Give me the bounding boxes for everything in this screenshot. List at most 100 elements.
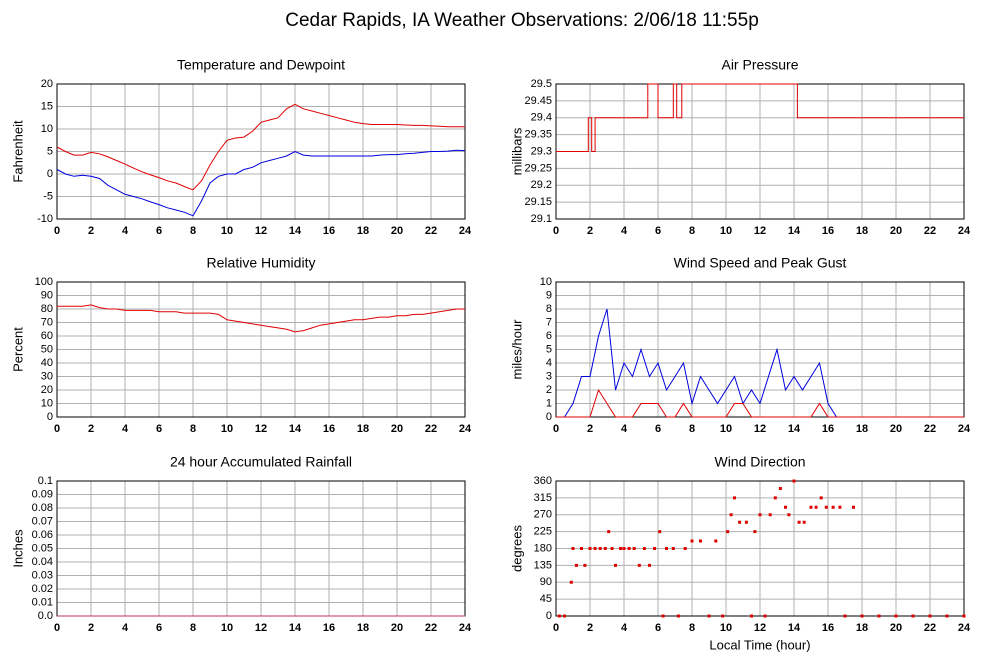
y-tick-label: 135 — [534, 559, 552, 571]
x-tick-label: 0 — [553, 622, 559, 634]
data-point — [894, 614, 898, 618]
x-tick-label: 8 — [190, 225, 196, 237]
x-tick-label: 22 — [924, 225, 936, 237]
y-tick-label: 40 — [41, 357, 53, 369]
x-tick-label: 12 — [255, 622, 267, 634]
y-tick-label: 5 — [47, 145, 53, 157]
y-tick-label: 20 — [41, 384, 53, 396]
data-point — [632, 547, 636, 550]
data-point — [614, 563, 617, 567]
y-tick-label: 29.2 — [531, 179, 552, 191]
y-axis-label: Fahrenheit — [10, 120, 25, 183]
chart-title: Temperature and Dewpoint — [177, 57, 345, 73]
data-point — [665, 547, 668, 550]
x-tick-label: 14 — [788, 423, 801, 435]
y-tick-label: 0.07 — [32, 515, 53, 527]
y-tick-label: 315 — [534, 492, 552, 504]
x-tick-label: 0 — [54, 622, 60, 634]
x-tick-label: 10 — [221, 225, 233, 237]
data-point — [574, 563, 578, 567]
x-tick-label: 2 — [587, 622, 593, 634]
data-point — [563, 614, 566, 618]
x-tick-label: 22 — [924, 423, 936, 435]
x-tick-label: 0 — [54, 423, 60, 435]
y-tick-label: 0.05 — [32, 542, 53, 554]
data-point — [571, 547, 575, 550]
y-tick-label: 270 — [534, 509, 552, 521]
x-tick-label: 16 — [323, 622, 335, 634]
data-point — [778, 487, 782, 490]
data-line — [556, 83, 964, 152]
data-point — [773, 496, 777, 500]
x-tick-label: 20 — [391, 225, 403, 237]
x-tick-label: 16 — [323, 225, 335, 237]
x-tick-label: 10 — [221, 622, 233, 634]
x-tick-label: 12 — [754, 225, 766, 237]
plot-frame — [56, 83, 466, 220]
data-point — [593, 547, 597, 550]
x-tick-label: 22 — [425, 225, 437, 237]
y-tick-label: 8 — [546, 303, 552, 315]
x-tick-label: 10 — [720, 225, 732, 237]
data-point — [671, 547, 675, 550]
x-tick-label: 4 — [122, 225, 129, 237]
data-point — [607, 530, 611, 534]
y-tick-label: 0.04 — [32, 556, 53, 568]
data-point — [843, 614, 847, 618]
x-tick-label: 20 — [890, 225, 902, 237]
data-point — [583, 563, 587, 567]
y-tick-label: 45 — [540, 593, 552, 605]
y-tick-label: 0.06 — [32, 529, 53, 541]
x-tick-label: 16 — [822, 225, 834, 237]
y-tick-label: 0.03 — [32, 569, 53, 581]
data-point — [637, 563, 641, 567]
y-axis-label: millibars — [509, 127, 524, 175]
x-tick-label: 18 — [357, 622, 369, 634]
data-point — [814, 505, 818, 509]
y-tick-label: 2 — [546, 384, 552, 396]
x-tick-label: 16 — [822, 423, 834, 435]
data-line — [56, 149, 466, 217]
y-tick-label: 29.25 — [524, 162, 552, 174]
data-point — [721, 614, 725, 618]
y-tick-label: 10 — [540, 276, 552, 288]
x-tick-label: 4 — [122, 622, 129, 634]
y-tick-label: 30 — [41, 370, 53, 382]
y-tick-label: 1 — [546, 397, 552, 409]
data-point — [744, 520, 748, 524]
x-tick-label: 16 — [822, 622, 834, 634]
y-tick-label: 0.01 — [32, 596, 53, 608]
data-point — [557, 614, 561, 618]
y-tick-label: 70 — [41, 316, 53, 328]
x-tick-label: 18 — [357, 423, 369, 435]
data-point — [619, 547, 623, 550]
chart-title: 24 hour Accumulated Rainfall — [170, 454, 352, 470]
x-tick-label: 6 — [655, 622, 661, 634]
x-tick-label: 8 — [190, 622, 196, 634]
y-tick-label: 0.09 — [32, 488, 53, 500]
data-point — [610, 547, 614, 550]
y-tick-label: 10 — [41, 123, 53, 135]
x-tick-label: 8 — [689, 622, 695, 634]
y-tick-label: 0.0 — [38, 610, 53, 622]
x-axis-label: Local Time (hour) — [709, 637, 810, 652]
y-tick-label: 360 — [534, 475, 552, 487]
data-point — [658, 530, 662, 534]
y-tick-label: 29.4 — [531, 112, 552, 124]
y-tick-label: 15 — [41, 100, 53, 112]
x-tick-label: 2 — [587, 225, 593, 237]
data-point — [819, 496, 823, 500]
data-point — [753, 530, 757, 534]
x-tick-label: 22 — [425, 423, 437, 435]
y-axis-label: Inches — [10, 529, 25, 568]
x-tick-label: 2 — [587, 423, 593, 435]
data-point — [729, 513, 733, 517]
x-tick-label: 20 — [391, 423, 403, 435]
x-tick-label: 24 — [459, 225, 472, 237]
x-tick-label: 16 — [323, 423, 335, 435]
plot-frame — [555, 480, 965, 617]
x-tick-label: 4 — [621, 423, 628, 435]
x-tick-label: 20 — [391, 622, 403, 634]
y-tick-label: 180 — [534, 542, 552, 554]
